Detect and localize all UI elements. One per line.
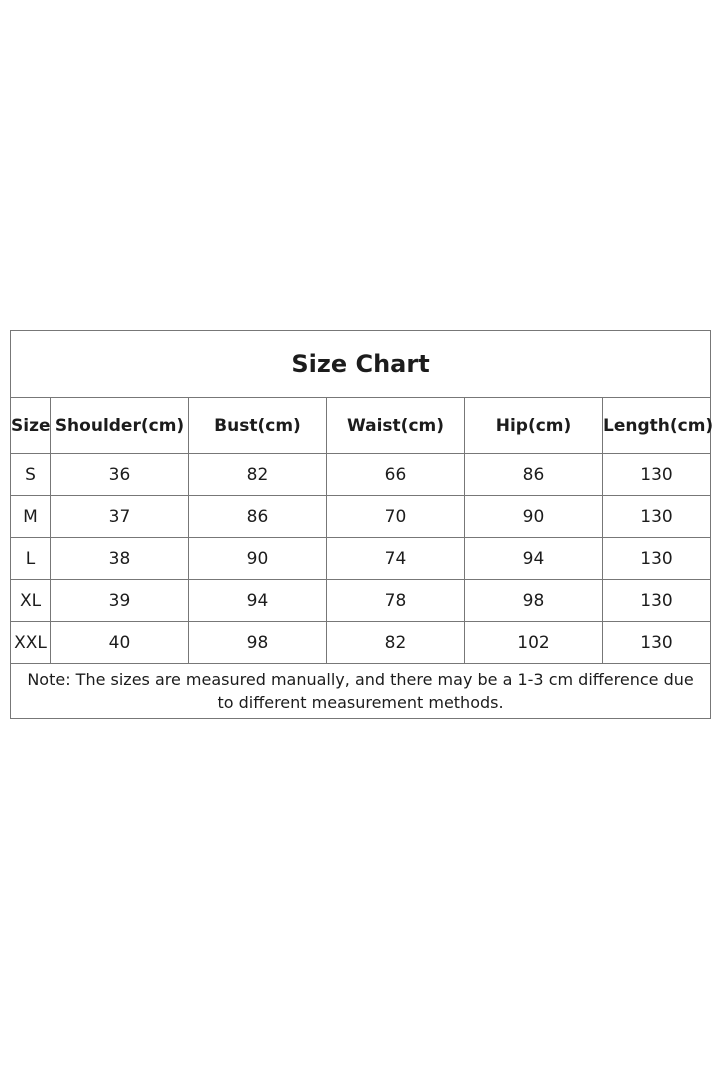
bust-value: 90 <box>188 537 327 580</box>
shoulder-value: 37 <box>50 495 189 538</box>
size-label: S <box>10 453 51 496</box>
header-row: Size Shoulder(cm) Bust(cm) Waist(cm) Hip… <box>10 397 713 454</box>
length-value: 130 <box>601 579 712 622</box>
table-row-l: L 38 90 74 94 130 <box>10 537 712 580</box>
size-chart-table: Size Chart Size Shoulder(cm) Bust(cm) Wa… <box>9 330 713 720</box>
waist-value: 74 <box>326 537 465 580</box>
size-chart-title: Size Chart <box>9 330 712 398</box>
table-row-s: S 36 82 66 86 130 <box>10 453 712 496</box>
note-row: Note: The sizes are measured manually, a… <box>9 662 712 720</box>
length-value: 130 <box>601 453 712 496</box>
title-row: Size Chart <box>9 330 712 398</box>
shoulder-value: 38 <box>50 537 189 580</box>
size-label: M <box>10 495 51 538</box>
column-header-size: Size <box>10 397 51 454</box>
shoulder-value: 40 <box>50 621 189 664</box>
column-header-hip: Hip(cm) <box>464 397 603 454</box>
column-header-waist: Waist(cm) <box>326 397 465 454</box>
shoulder-value: 36 <box>50 453 189 496</box>
size-chart-note: Note: The sizes are measured manually, a… <box>9 662 712 720</box>
bust-value: 82 <box>188 453 327 496</box>
size-label: XL <box>10 579 51 622</box>
hip-value: 86 <box>464 453 603 496</box>
table-row-xxl: XXL 40 98 82 102 130 <box>10 621 712 664</box>
shoulder-value: 39 <box>50 579 189 622</box>
bust-value: 94 <box>188 579 327 622</box>
waist-value: 82 <box>326 621 465 664</box>
column-header-length: Length(cm) <box>601 397 713 454</box>
column-header-bust: Bust(cm) <box>188 397 327 454</box>
bust-value: 98 <box>188 621 327 664</box>
hip-value: 98 <box>464 579 603 622</box>
hip-value: 94 <box>464 537 603 580</box>
table-row-xl: XL 39 94 78 98 130 <box>10 579 712 622</box>
size-label: L <box>10 537 51 580</box>
table-row-m: M 37 86 70 90 130 <box>10 495 712 538</box>
waist-value: 66 <box>326 453 465 496</box>
bust-value: 86 <box>188 495 327 538</box>
column-header-shoulder: Shoulder(cm) <box>50 397 189 454</box>
length-value: 130 <box>601 495 712 538</box>
hip-value: 102 <box>464 621 603 664</box>
length-value: 130 <box>601 621 712 664</box>
length-value: 130 <box>601 537 712 580</box>
waist-value: 70 <box>326 495 465 538</box>
size-label: XXL <box>10 621 51 664</box>
waist-value: 78 <box>326 579 465 622</box>
hip-value: 90 <box>464 495 603 538</box>
